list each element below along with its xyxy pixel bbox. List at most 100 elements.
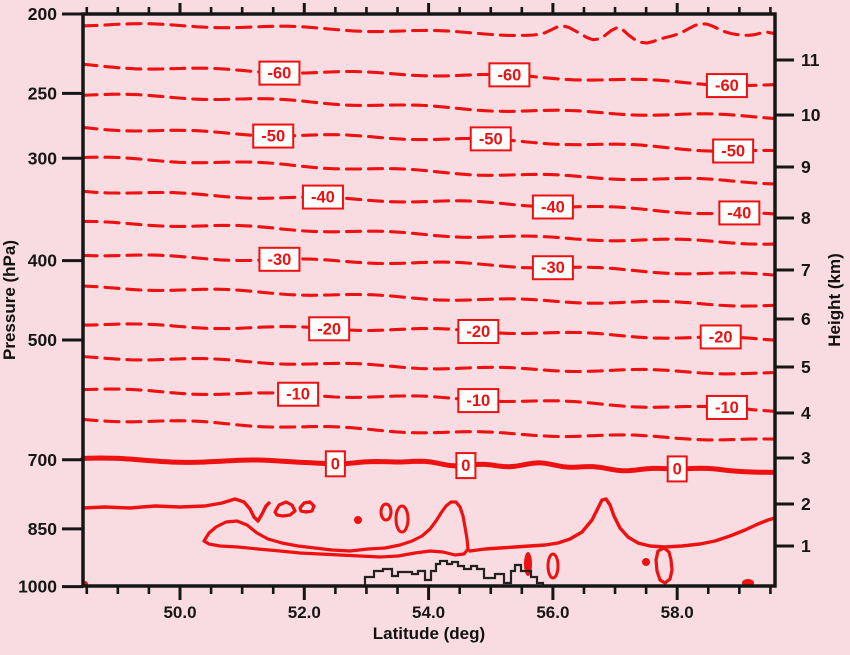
contour-label-text: 0: [461, 457, 470, 475]
contour-label: -20: [699, 324, 742, 350]
contour-label-text: -30: [541, 259, 565, 277]
contour-label: -50: [252, 123, 295, 149]
surface-contour-blob: [354, 516, 362, 524]
contour-label-box: [457, 388, 500, 414]
contour-line--25: [81, 284, 775, 308]
contour-label-text: -40: [541, 199, 565, 217]
contour-label-box: [258, 246, 301, 272]
contour-label: -10: [457, 388, 500, 414]
contour-label-text: 0: [673, 460, 682, 478]
contour-line--45: [81, 155, 775, 186]
contour-label-box: [705, 394, 748, 420]
axes-layer: 50.0 52.0 54.0 56.0 58.020025030040050070085…: [18, 3, 821, 622]
contour-label: -60: [705, 73, 748, 99]
height-tick-label: 9: [801, 157, 811, 177]
contour-label-text: -20: [466, 323, 490, 341]
pressure-axis-title: Pressure (hPa): [0, 240, 19, 360]
contour-line--10: [81, 387, 775, 413]
contour-line--60: [81, 62, 775, 88]
surface-contour-loop: [202, 500, 470, 559]
contour-label-box: [666, 455, 688, 483]
contour-label: -30: [531, 255, 574, 281]
contour-label: -20: [308, 316, 351, 342]
height-tick-label: 7: [801, 260, 811, 280]
contour-line-0: [80, 455, 776, 475]
contour-label-text: -60: [715, 77, 739, 95]
contour-label: 0: [666, 455, 688, 483]
contour-line--55: [81, 92, 775, 120]
pressure-tick-label: 850: [28, 519, 57, 539]
contour-label-box: [718, 200, 761, 226]
surface-contour-loop: [546, 552, 560, 580]
contour-label-text: -10: [715, 399, 739, 417]
contour-line--65: [81, 22, 775, 45]
pressure-tick-label: 500: [28, 330, 57, 350]
contour-label-text: -10: [286, 386, 310, 404]
contour-label-box: [531, 194, 574, 220]
contour-label: -40: [301, 184, 344, 210]
contour-label-box: [469, 126, 512, 152]
contour-label-text: -60: [268, 65, 292, 83]
surface-contour-line: [81, 497, 271, 523]
surface-contour-loop: [654, 546, 674, 585]
contour-label: -20: [457, 318, 500, 344]
height-tick-label: 2: [801, 494, 811, 514]
contour-label-box: [488, 62, 531, 88]
surface-contour-loop: [273, 500, 297, 518]
surface-contour-line: [468, 497, 777, 553]
contour-label-text: -50: [261, 128, 285, 146]
contour-line--30: [81, 253, 775, 277]
x-tick-label: 56.0: [536, 603, 569, 622]
contour-label-text: -40: [727, 204, 751, 222]
contour-lines-layer: [80, 22, 776, 475]
contour-label: -60: [488, 62, 531, 88]
contour-line--40: [81, 189, 775, 216]
height-tick-label: 11: [801, 50, 820, 70]
height-tick-label: 3: [801, 448, 811, 468]
contour-label-box: [301, 184, 344, 210]
height-tick-label: 8: [801, 208, 811, 228]
contour-label: -10: [705, 394, 748, 420]
contour-label-box: [705, 73, 748, 99]
terrain-outline-layer: [363, 559, 545, 586]
x-axis-title: Latitude (deg): [373, 624, 485, 643]
height-tick-label: 4: [801, 403, 811, 423]
contour-label-text: -60: [497, 66, 521, 84]
contour-line--35: [81, 219, 775, 246]
contour-label-text: -50: [479, 130, 503, 148]
height-tick-label: 10: [801, 105, 821, 125]
contour-label-box: [308, 316, 351, 342]
contour-label: -10: [277, 381, 320, 407]
pressure-tick-label: 700: [28, 450, 57, 470]
pressure-tick-label: 400: [28, 251, 57, 271]
contour-label: 0: [455, 452, 477, 480]
pressure-tick-label: 250: [28, 83, 57, 103]
contour-label-box: [324, 450, 346, 478]
x-tick-label: 52.0: [288, 603, 321, 622]
contour-label-box: [531, 255, 574, 281]
contour-label: -50: [712, 138, 755, 164]
contour-label-box: [455, 452, 477, 480]
height-tick-label: 5: [801, 357, 811, 377]
contour-label-box: [699, 324, 742, 350]
contour-label-text: -40: [311, 189, 335, 207]
contour-label-text: -20: [317, 320, 341, 338]
x-tick-label: 50.0: [163, 603, 196, 622]
surface-contour-loop: [394, 504, 410, 534]
height-tick-label: 1: [801, 536, 811, 556]
contour-label: -60: [258, 60, 301, 86]
x-tick-label: 58.0: [661, 603, 694, 622]
terrain-outline: [363, 559, 545, 586]
surface-contour-loop: [298, 500, 316, 514]
contour-label-text: -50: [721, 142, 745, 160]
contour-label-text: -30: [268, 251, 292, 269]
pressure-tick-label: 1000: [18, 577, 57, 597]
contour-label-text: -20: [709, 328, 733, 346]
contour-label-text: -10: [466, 392, 490, 410]
height-axis-title: Height (km): [825, 253, 844, 347]
surface-contour-loop: [379, 502, 393, 522]
contour-label: -50: [469, 126, 512, 152]
contour-label-text: 0: [331, 455, 340, 473]
